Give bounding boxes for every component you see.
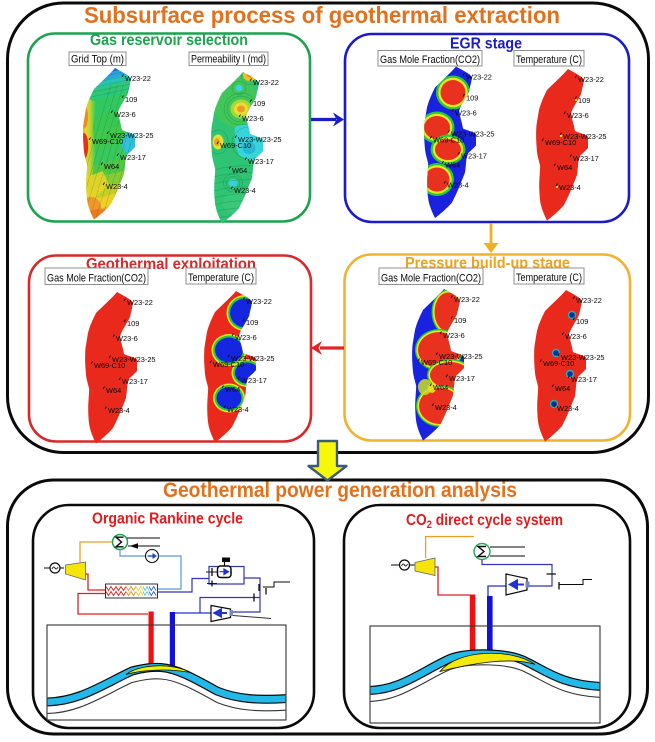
svg-text:Permeability I (md): Permeability I (md) [191, 53, 266, 65]
svg-text:Temperature (C): Temperature (C) [516, 272, 582, 284]
svg-text:Gas Mole Fraction(CO2): Gas Mole Fraction(CO2) [381, 272, 481, 284]
svg-text:Geothermal power generation an: Geothermal power generation analysis [163, 479, 517, 502]
svg-text:Grid Top (m): Grid Top (m) [71, 53, 124, 65]
svg-text:Organic Rankine cycle: Organic Rankine cycle [92, 511, 243, 528]
svg-text:EGR stage: EGR stage [450, 36, 522, 53]
svg-text:Temperature (C): Temperature (C) [188, 272, 254, 284]
svg-text:CO2 direct cycle system: CO2 direct cycle system [406, 512, 563, 531]
svg-text:Subsurface process of geotherm: Subsurface process of geothermal extract… [84, 2, 560, 28]
svg-text:Temperature (C): Temperature (C) [516, 54, 582, 66]
svg-text:Gas Mole Fraction(CO2): Gas Mole Fraction(CO2) [47, 272, 146, 284]
svg-text:Gas Mole Fraction(CO2): Gas Mole Fraction(CO2) [380, 54, 480, 66]
svg-text:Gas reservoir selection: Gas reservoir selection [90, 32, 248, 49]
